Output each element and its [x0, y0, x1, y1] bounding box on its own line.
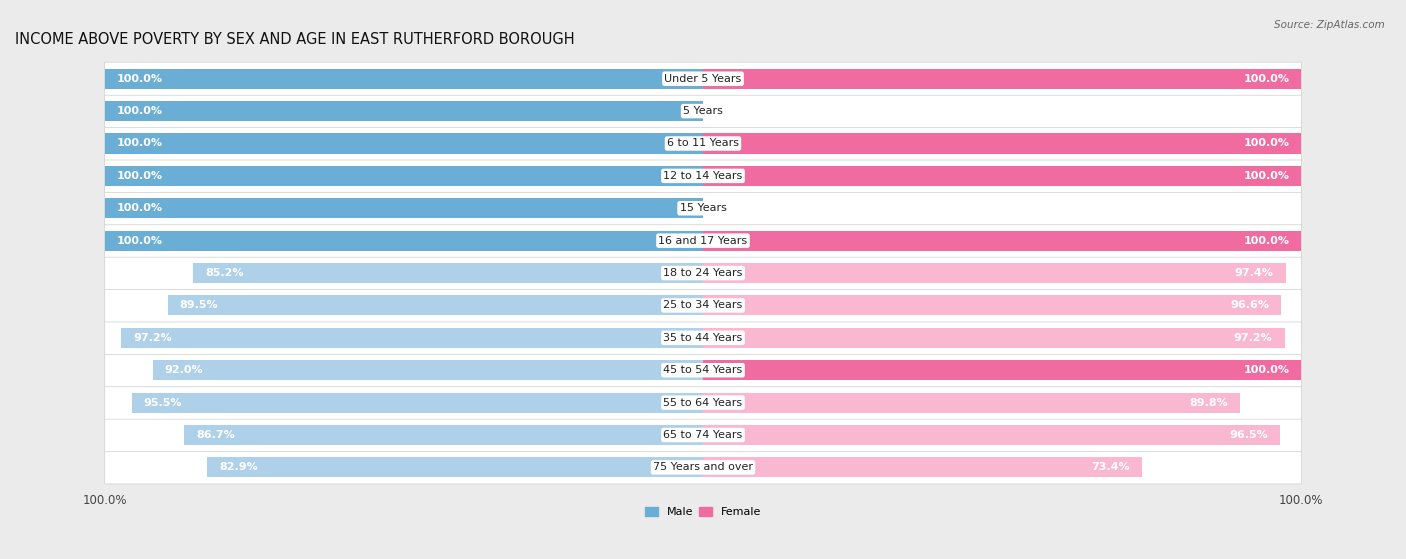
FancyBboxPatch shape [104, 159, 1302, 192]
Bar [703, 263, 1285, 283]
Text: 97.4%: 97.4% [1234, 268, 1274, 278]
Bar [153, 360, 703, 380]
Text: 73.4%: 73.4% [1091, 462, 1130, 472]
Text: 82.9%: 82.9% [219, 462, 257, 472]
Text: Under 5 Years: Under 5 Years [665, 74, 741, 84]
FancyBboxPatch shape [104, 386, 1302, 419]
Bar [104, 101, 703, 121]
Bar [193, 263, 703, 283]
Text: 55 to 64 Years: 55 to 64 Years [664, 397, 742, 408]
Bar [121, 328, 703, 348]
Text: 12 to 14 Years: 12 to 14 Years [664, 171, 742, 181]
Text: 5 Years: 5 Years [683, 106, 723, 116]
FancyBboxPatch shape [104, 451, 1302, 484]
Text: 100.0%: 100.0% [117, 171, 163, 181]
Text: 100.0%: 100.0% [117, 106, 163, 116]
Bar [703, 231, 1302, 250]
Text: 89.5%: 89.5% [180, 300, 218, 310]
Text: 100.0%: 100.0% [117, 203, 163, 214]
FancyBboxPatch shape [104, 289, 1302, 322]
Bar [184, 425, 703, 445]
Text: 86.7%: 86.7% [197, 430, 235, 440]
FancyBboxPatch shape [104, 257, 1302, 290]
Text: 75 Years and over: 75 Years and over [652, 462, 754, 472]
Legend: Male, Female: Male, Female [640, 503, 766, 522]
Text: 15 Years: 15 Years [679, 203, 727, 214]
Text: 96.6%: 96.6% [1230, 300, 1270, 310]
Text: 16 and 17 Years: 16 and 17 Years [658, 236, 748, 245]
Text: 100.0%: 100.0% [117, 74, 163, 84]
Bar [104, 134, 703, 154]
FancyBboxPatch shape [104, 94, 1302, 127]
Text: 97.2%: 97.2% [134, 333, 172, 343]
Text: 6 to 11 Years: 6 to 11 Years [666, 139, 740, 149]
Text: 100.0%: 100.0% [117, 236, 163, 245]
Bar [703, 457, 1142, 477]
Text: 100.0%: 100.0% [1243, 365, 1289, 375]
Text: 95.5%: 95.5% [143, 397, 183, 408]
Text: 89.8%: 89.8% [1189, 397, 1229, 408]
Bar [703, 295, 1281, 315]
Bar [207, 457, 703, 477]
Text: 100.0%: 100.0% [1243, 139, 1289, 149]
Bar [104, 69, 703, 89]
Text: 65 to 74 Years: 65 to 74 Years [664, 430, 742, 440]
Bar [703, 134, 1302, 154]
Text: 18 to 24 Years: 18 to 24 Years [664, 268, 742, 278]
Bar [132, 392, 703, 413]
Bar [703, 360, 1302, 380]
Bar [703, 69, 1302, 89]
FancyBboxPatch shape [104, 224, 1302, 257]
Bar [104, 231, 703, 250]
FancyBboxPatch shape [104, 127, 1302, 160]
Text: 96.5%: 96.5% [1230, 430, 1268, 440]
FancyBboxPatch shape [104, 419, 1302, 452]
Text: 92.0%: 92.0% [165, 365, 204, 375]
Bar [703, 425, 1281, 445]
Bar [703, 328, 1285, 348]
Text: 100.0%: 100.0% [117, 139, 163, 149]
Bar [104, 198, 703, 219]
FancyBboxPatch shape [104, 321, 1302, 354]
Text: INCOME ABOVE POVERTY BY SEX AND AGE IN EAST RUTHERFORD BOROUGH: INCOME ABOVE POVERTY BY SEX AND AGE IN E… [15, 32, 575, 47]
Bar [703, 166, 1302, 186]
Text: Source: ZipAtlas.com: Source: ZipAtlas.com [1274, 20, 1385, 30]
Text: 100.0%: 100.0% [1243, 171, 1289, 181]
Text: 25 to 34 Years: 25 to 34 Years [664, 300, 742, 310]
Text: 100.0%: 100.0% [1243, 236, 1289, 245]
FancyBboxPatch shape [104, 62, 1302, 95]
Text: 85.2%: 85.2% [205, 268, 243, 278]
FancyBboxPatch shape [104, 192, 1302, 225]
Bar [703, 392, 1240, 413]
Bar [104, 166, 703, 186]
Bar [167, 295, 703, 315]
Text: 45 to 54 Years: 45 to 54 Years [664, 365, 742, 375]
FancyBboxPatch shape [104, 354, 1302, 387]
Text: 35 to 44 Years: 35 to 44 Years [664, 333, 742, 343]
Text: 100.0%: 100.0% [1243, 74, 1289, 84]
Text: 97.2%: 97.2% [1234, 333, 1272, 343]
